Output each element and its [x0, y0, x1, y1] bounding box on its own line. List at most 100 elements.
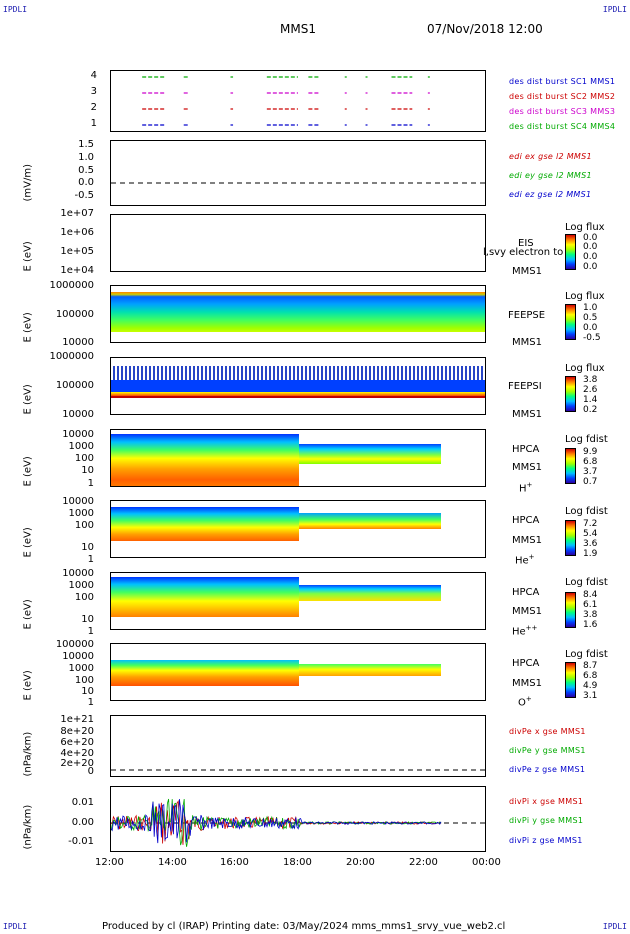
hplus-cb-val: 0.7	[583, 477, 598, 487]
divpe-ytick: 4e+20	[60, 748, 94, 759]
feepse-panel	[110, 285, 486, 343]
edi-ytick: 1.0	[78, 152, 94, 163]
oplus-panel	[110, 643, 486, 701]
heplusplus-ytick: 10	[81, 614, 94, 625]
divpe-legend-y: divPe y gse MMS1	[509, 746, 586, 755]
feepsi-cb-val: 1.4	[583, 395, 598, 405]
oplus-ytick: 1000	[68, 663, 94, 674]
divpi-plot	[111, 798, 485, 847]
hplus-cb-val: 6.8	[583, 457, 598, 467]
xaxis-tick: 14:00	[158, 857, 187, 868]
oplus-spectrogram-a	[111, 660, 299, 686]
heplus-spacecraft-label: MMS1	[512, 535, 542, 546]
burst-ytick-2: 2	[90, 102, 97, 113]
edi-ytick: -0.5	[74, 190, 94, 201]
hplus-ytick: 1000	[68, 441, 94, 452]
oplus-spectrogram-b	[299, 664, 441, 676]
heplus-spectrogram-b	[299, 513, 441, 529]
oplus-cb-val: 8.7	[583, 661, 598, 671]
divpi-ytick: 0.00	[71, 817, 94, 828]
feepse-ytick: 1000000	[49, 280, 94, 291]
eis-ytick: 1e+05	[60, 246, 94, 257]
xaxis-tick: 00:00	[472, 857, 501, 868]
feepse-cb-val: -0.5	[583, 333, 601, 343]
oplus-cb-val: 6.8	[583, 671, 598, 681]
corner-label-top-right: IPDLI	[602, 5, 627, 14]
hplus-cb-val: 3.7	[583, 467, 598, 477]
corner-label-top-left: IPDLI	[3, 5, 28, 14]
oplus-species-label: O+	[518, 695, 532, 708]
divpe-plot	[111, 769, 485, 771]
oplus-ytick: 10	[81, 686, 94, 697]
eis-cb-val: 0.0	[583, 262, 598, 272]
oplus-charge: +	[525, 695, 532, 703]
edi-legend-z: edi ez gse l2 MMS1	[509, 190, 592, 199]
heplusplus-ytick: 1	[87, 626, 94, 637]
heplusplus-instrument-label: HPCA	[512, 587, 540, 598]
feepsi-cb-val: 0.2	[583, 405, 598, 415]
heplus-cb-val: 7.2	[583, 519, 598, 529]
hplus-spacecraft-label: MMS1	[512, 462, 542, 473]
feepse-instrument-label: FEEPSE	[508, 310, 546, 321]
oplus-species: O	[518, 697, 526, 709]
oplus-cb-val: 4.9	[583, 681, 598, 691]
feepsi-band	[111, 380, 485, 392]
eis-ylabel: E (eV)	[22, 241, 34, 272]
xaxis-tick: 12:00	[95, 857, 124, 868]
heplusplus-species: He	[512, 626, 526, 638]
feepse-colorbar-title: Log flux	[565, 291, 605, 302]
hplus-ytick: 10	[81, 465, 94, 476]
divpe-legend-z: divPe z gse MMS1	[509, 765, 586, 774]
eis-ytick: 1e+04	[60, 265, 94, 276]
heplus-ytick: 1	[87, 554, 94, 565]
heplus-instrument-label: HPCA	[512, 515, 540, 526]
feepse-ytick: 100000	[55, 309, 94, 320]
feepse-colorbar	[565, 304, 576, 340]
mission-title: MMS1	[280, 22, 316, 36]
hplus-ytick: 10000	[62, 429, 94, 440]
feepse-cb-val: 0.0	[583, 323, 598, 333]
feepsi-ylabel: E (eV)	[22, 384, 34, 415]
feepsi-instrument-label: FEEPSI	[508, 381, 542, 392]
feepsi-colorbar	[565, 376, 576, 412]
feepse-ytick: 10000	[62, 337, 94, 348]
edi-ytick: 0.0	[78, 177, 94, 188]
divpi-legend-y: divPi y gse MMS1	[509, 816, 584, 825]
heplus-ylabel: E (eV)	[22, 527, 34, 558]
oplus-ylabel: E (eV)	[22, 670, 34, 701]
feepsi-spacecraft-label: MMS1	[512, 409, 542, 420]
heplus-colorbar-title: Log fdist	[565, 506, 608, 517]
heplus-cb-val: 5.4	[583, 529, 598, 539]
heplusplus-spectrogram-a	[111, 577, 299, 617]
heplusplus-cb-val: 6.1	[583, 600, 598, 610]
hplus-ylabel: E (eV)	[22, 456, 34, 487]
oplus-colorbar-title: Log fdist	[565, 649, 608, 660]
heplusplus-colorbar-title: Log fdist	[565, 577, 608, 588]
heplus-ytick: 1000	[68, 508, 94, 519]
divpe-ytick: 6e+20	[60, 737, 94, 748]
divpi-trace-z	[111, 799, 442, 844]
heplus-charge: +	[528, 553, 535, 561]
oplus-ytick: 10000	[62, 651, 94, 662]
divpe-ytick: 2e+20	[60, 758, 94, 769]
edi-plot	[111, 182, 485, 184]
eis-overlay-label: l,svy electron to	[483, 247, 564, 258]
divpi-legend-z: divPi z gse MMS1	[509, 836, 583, 845]
eis-spacecraft-label: MMS1	[512, 266, 542, 277]
hplus-ytick: 100	[74, 453, 94, 464]
edi-legend-y: edi ey gse l2 MMS1	[509, 171, 592, 180]
heplusplus-panel	[110, 572, 486, 630]
hplus-instrument-label: HPCA	[512, 444, 540, 455]
oplus-instrument-label: HPCA	[512, 658, 540, 669]
heplus-spectrogram-a	[111, 507, 299, 541]
burst-legend-sc1: des dist burst SC1 MMS1	[509, 77, 616, 86]
xaxis-tick: 16:00	[220, 857, 249, 868]
heplus-ytick: 100	[74, 520, 94, 531]
edi-ytick: 1.5	[78, 139, 94, 150]
heplus-species: He	[515, 555, 529, 567]
eis-cb-val: 0.0	[583, 252, 598, 262]
heplusplus-cb-val: 8.4	[583, 590, 598, 600]
heplusplus-colorbar	[565, 592, 576, 628]
footer-text: Produced by cl (IRAP) Printing date: 03/…	[102, 921, 506, 932]
feepse-ylabel: E (eV)	[22, 312, 34, 343]
